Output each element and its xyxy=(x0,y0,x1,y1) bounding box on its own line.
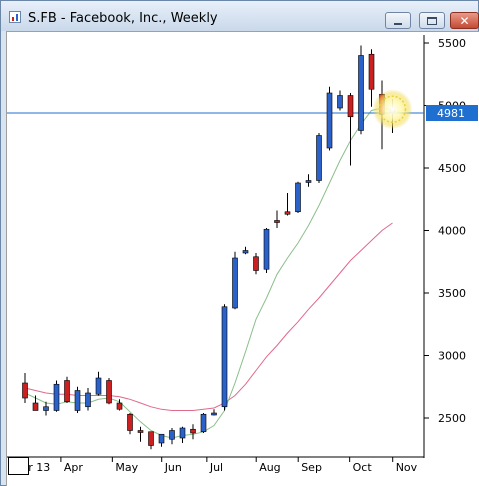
maximize-button[interactable] xyxy=(419,12,445,29)
minimize-icon xyxy=(394,22,402,25)
minimize-button[interactable] xyxy=(385,12,411,29)
y-tick-label: 3000 xyxy=(438,350,466,363)
last-price-glow xyxy=(372,89,413,130)
close-button[interactable]: ✕ xyxy=(450,12,479,29)
candle-body-up xyxy=(337,95,343,109)
candle-body-up xyxy=(305,180,312,183)
x-tick-label: Sep xyxy=(301,461,322,474)
candle-body-up xyxy=(358,55,364,131)
x-tick-label: Jul xyxy=(209,461,223,474)
x-tick-label: May xyxy=(115,461,138,474)
x-tick-label: Jun xyxy=(164,461,182,474)
x-tick-label: Apr xyxy=(64,461,84,474)
candle-body-up xyxy=(85,392,91,408)
price-tag-label: 4981 xyxy=(437,107,465,120)
candle-body-up xyxy=(221,306,228,408)
candle-body-up xyxy=(74,390,81,411)
y-tick-label: 3500 xyxy=(438,287,466,300)
chart-app-icon xyxy=(9,11,21,23)
x-tick-label: r 13 xyxy=(28,461,50,474)
candle-body-down xyxy=(347,95,354,118)
candle-body-up xyxy=(211,412,217,416)
candle-body-up xyxy=(232,257,238,309)
candle-body-up xyxy=(316,135,322,181)
candle-body-up xyxy=(295,182,301,213)
fast-moving-average-line xyxy=(24,107,404,439)
candle-body-up xyxy=(158,433,165,444)
date-cursor-box[interactable] xyxy=(8,457,29,475)
y-tick-label: 4000 xyxy=(438,225,466,238)
x-tick-label: Nov xyxy=(396,461,418,474)
x-tick-label: Aug xyxy=(259,461,280,474)
candle-body-down xyxy=(274,220,280,223)
title-bar[interactable]: S.FB - Facebook, Inc., Weekly ✕ xyxy=(1,1,479,31)
candle-body-up xyxy=(263,228,270,270)
candle-body-up xyxy=(95,377,102,395)
candle-body-up xyxy=(53,383,60,411)
candle-body-up xyxy=(200,413,207,433)
candle-body-up xyxy=(179,427,186,439)
slow-moving-average-line xyxy=(24,222,393,411)
candle-body-down xyxy=(22,382,28,399)
candle-body-down xyxy=(368,53,375,90)
candle-body-down xyxy=(253,256,259,271)
y-tick-label: 2500 xyxy=(438,412,466,425)
y-tick-label: 5500 xyxy=(438,37,466,50)
candle-body-down xyxy=(64,380,70,403)
maximize-icon xyxy=(427,16,437,25)
candle-body-down xyxy=(127,413,133,431)
candle-body-down xyxy=(116,402,123,410)
candle-body-down xyxy=(106,380,112,404)
candle-body-down xyxy=(284,211,291,215)
close-icon: ✕ xyxy=(459,13,470,28)
candle-body-up xyxy=(242,250,249,254)
last-price-glow-ring xyxy=(378,95,407,123)
candle-body-down xyxy=(148,431,154,446)
window-title: S.FB - Facebook, Inc., Weekly xyxy=(28,11,218,26)
candle-body-up xyxy=(43,406,49,411)
price-tag-box xyxy=(426,105,478,121)
candle-body-up xyxy=(326,92,333,149)
candle-body-down xyxy=(137,430,144,433)
x-tick-label: Oct xyxy=(353,461,373,474)
candle-body-down xyxy=(32,402,39,411)
candle-body-up xyxy=(169,430,175,440)
y-tick-label: 4500 xyxy=(438,162,466,175)
candle-body-down xyxy=(190,428,196,434)
